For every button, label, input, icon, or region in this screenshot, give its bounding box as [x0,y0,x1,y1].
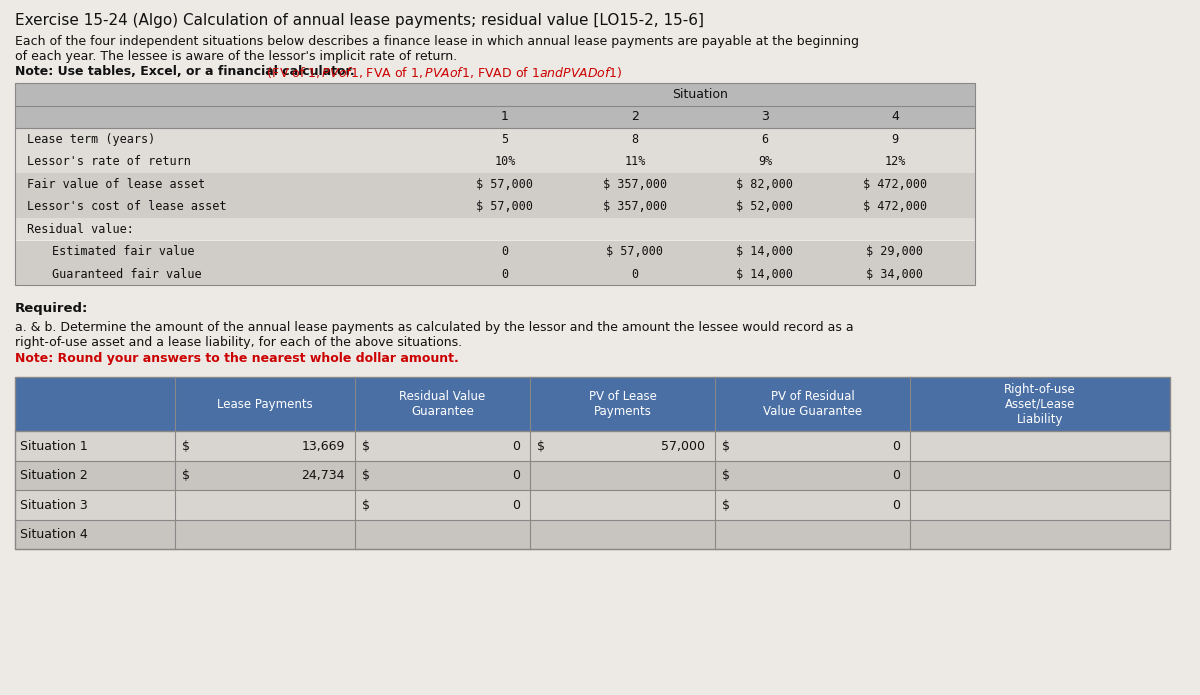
Bar [14,218,974,240]
Text: $ 57,000: $ 57,000 [476,178,534,190]
Bar [14,432,1170,461]
Bar [14,151,974,173]
Text: (FV of $1, PV of $1, FVA of $1, PVA of $1, FVAD of $1 and PVAD of $1): (FV of $1, PV of $1, FVA of $1, PVA of $… [263,65,623,80]
Text: 57,000: 57,000 [661,440,706,452]
Text: $: $ [538,440,545,452]
Text: 24,734: 24,734 [301,469,346,482]
Text: $ 34,000: $ 34,000 [866,268,924,281]
Text: Note: Round your answers to the nearest whole dollar amount.: Note: Round your answers to the nearest … [14,352,458,366]
Text: 8: 8 [631,133,638,146]
Bar [14,377,1170,432]
Text: 12%: 12% [884,155,906,168]
Text: $ 57,000: $ 57,000 [476,200,534,213]
Text: Situation: Situation [672,88,728,101]
Text: 0: 0 [512,469,520,482]
Text: 0: 0 [512,440,520,452]
Text: 1: 1 [502,111,509,123]
Text: $: $ [362,469,370,482]
Text: Fair value of lease asset: Fair value of lease asset [28,178,205,190]
Text: Lease Payments: Lease Payments [217,398,313,411]
Text: of each year. The lessee is aware of the lessor's implicit rate of return.: of each year. The lessee is aware of the… [14,50,457,63]
Text: $: $ [362,499,370,512]
Bar [14,263,974,286]
Text: $ 29,000: $ 29,000 [866,245,924,259]
Text: a. & b. Determine the amount of the annual lease payments as calculated by the l: a. & b. Determine the amount of the annu… [14,322,853,334]
Text: Right-of-use
Asset/Lease
Liability: Right-of-use Asset/Lease Liability [1004,383,1076,426]
Text: 0: 0 [512,499,520,512]
Text: $: $ [722,499,730,512]
Text: $ 357,000: $ 357,000 [602,200,667,213]
Text: PV of Lease
Payments: PV of Lease Payments [588,391,656,418]
Text: $ 472,000: $ 472,000 [863,178,928,190]
Bar [14,240,974,263]
Text: $ 357,000: $ 357,000 [602,178,667,190]
Bar [14,491,1170,520]
Text: PV of Residual
Value Guarantee: PV of Residual Value Guarantee [763,391,862,418]
Bar [14,173,974,195]
Text: Residual Value
Guarantee: Residual Value Guarantee [400,391,486,418]
Text: Estimated fair value: Estimated fair value [52,245,194,259]
Text: $ 57,000: $ 57,000 [606,245,664,259]
Text: 5: 5 [502,133,509,146]
Text: 0: 0 [892,440,900,452]
Text: Situation 3: Situation 3 [20,499,88,512]
Text: 0: 0 [502,245,509,259]
Text: 0: 0 [631,268,638,281]
Text: $ 82,000: $ 82,000 [737,178,793,190]
Text: 9%: 9% [758,155,772,168]
Text: Residual value:: Residual value: [28,223,134,236]
Text: 0: 0 [892,499,900,512]
Text: Situation 4: Situation 4 [20,528,88,541]
Text: 3: 3 [761,111,769,123]
Text: $ 14,000: $ 14,000 [737,245,793,259]
Text: Lessor's rate of return: Lessor's rate of return [28,155,191,168]
Bar [14,83,974,106]
Text: 4: 4 [892,111,899,123]
Text: Situation 2: Situation 2 [20,469,88,482]
Text: Situation 1: Situation 1 [20,440,88,452]
Text: 11%: 11% [624,155,646,168]
Text: Required:: Required: [14,302,89,316]
Text: right-of-use asset and a lease liability, for each of the above situations.: right-of-use asset and a lease liability… [14,336,462,350]
Text: 0: 0 [892,469,900,482]
Text: $: $ [722,469,730,482]
Text: Lease term (years): Lease term (years) [28,133,155,146]
Text: 10%: 10% [494,155,516,168]
Text: Each of the four independent situations below describes a finance lease in which: Each of the four independent situations … [14,35,859,48]
Bar [14,520,1170,550]
Bar [14,106,974,128]
Bar [14,461,1170,491]
Bar [14,195,974,218]
Text: $ 52,000: $ 52,000 [737,200,793,213]
Text: 0: 0 [502,268,509,281]
Bar [14,83,974,286]
Text: Lessor's cost of lease asset: Lessor's cost of lease asset [28,200,227,213]
Text: $ 472,000: $ 472,000 [863,200,928,213]
Text: Note: Use tables, Excel, or a financial calculator.: Note: Use tables, Excel, or a financial … [14,65,355,78]
Text: $: $ [182,440,190,452]
Text: 13,669: 13,669 [301,440,346,452]
Text: $ 14,000: $ 14,000 [737,268,793,281]
Bar [14,377,1170,550]
Text: 6: 6 [762,133,768,146]
Text: $: $ [362,440,370,452]
Text: 9: 9 [892,133,899,146]
Text: Exercise 15-24 (Algo) Calculation of annual lease payments; residual value [LO15: Exercise 15-24 (Algo) Calculation of ann… [14,13,704,28]
Text: $: $ [182,469,190,482]
Text: 2: 2 [631,111,638,123]
Bar [14,128,974,151]
Text: $: $ [722,440,730,452]
Text: Guaranteed fair value: Guaranteed fair value [52,268,202,281]
